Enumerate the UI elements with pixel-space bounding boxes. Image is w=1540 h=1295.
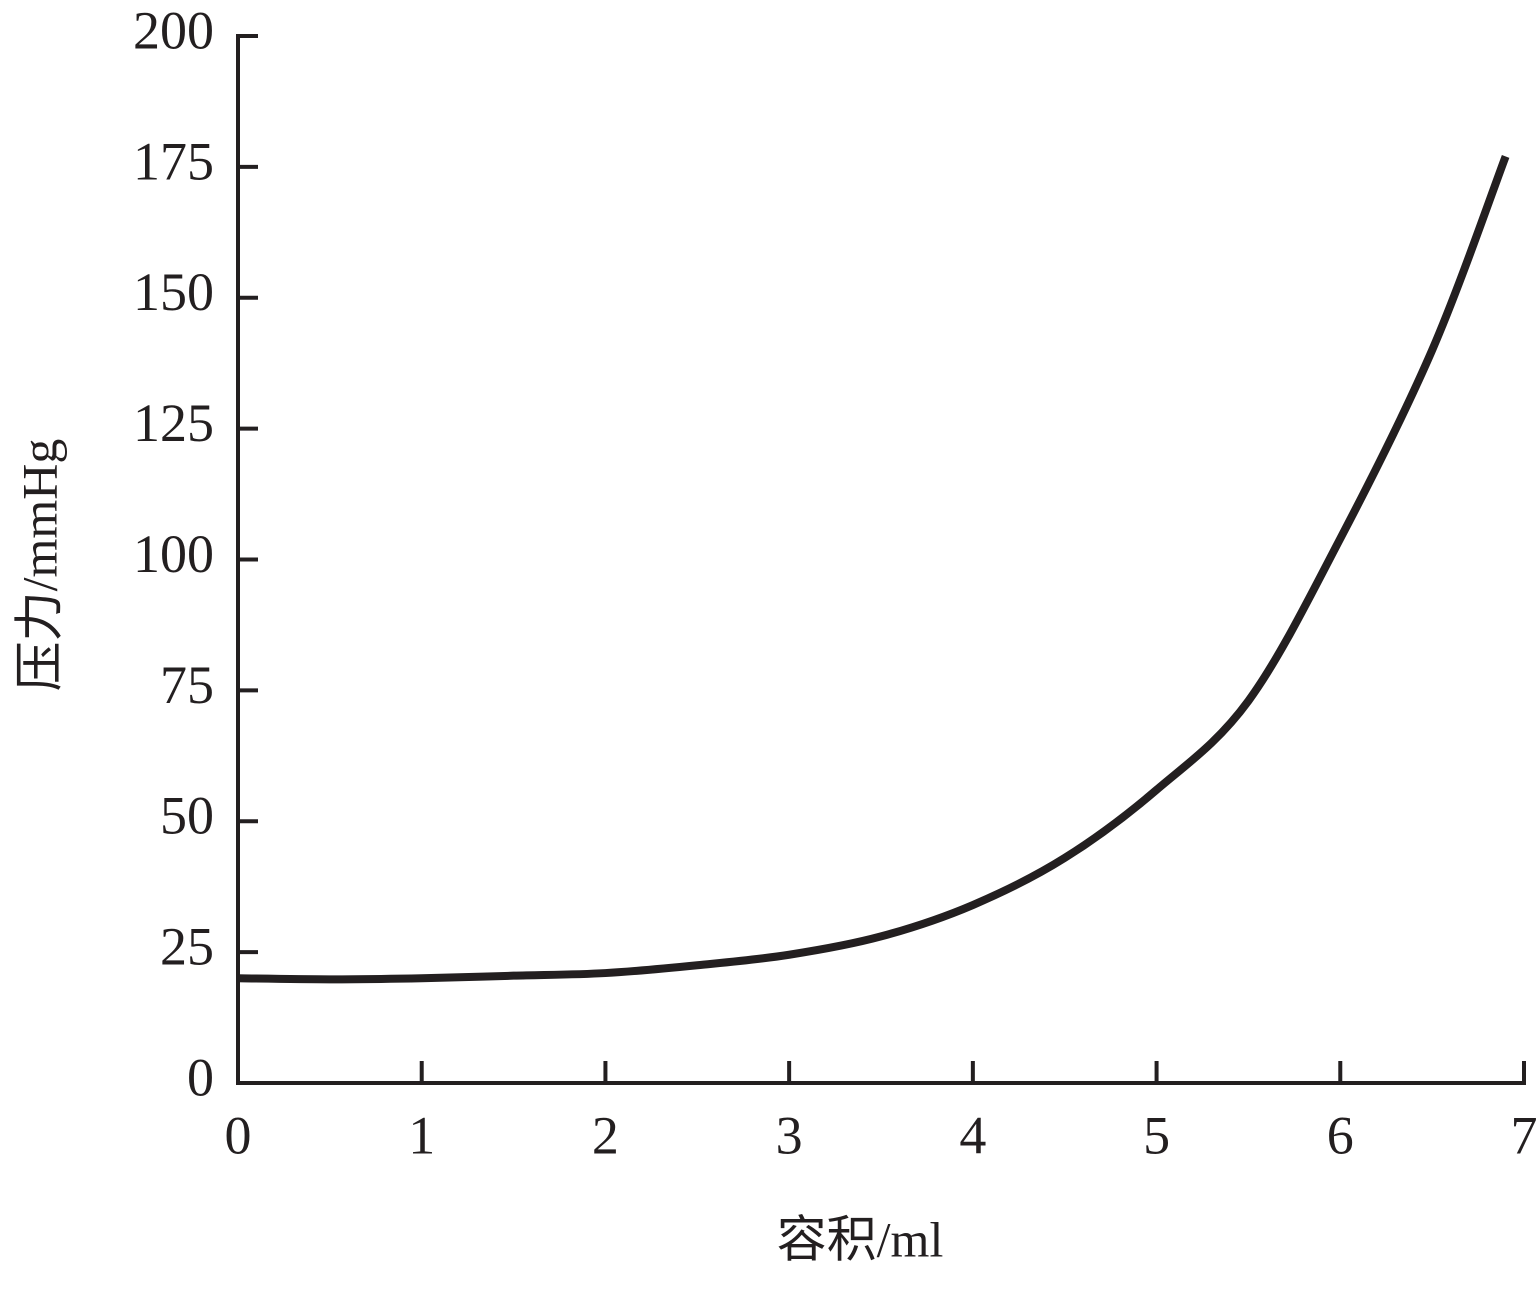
x-tick-label: 0 — [225, 1105, 252, 1165]
data-line — [237, 154, 1510, 984]
y-tick-label: 100 — [133, 524, 214, 584]
y-axis-title: 压力/mmHg — [11, 439, 67, 692]
y-tick-label: 200 — [133, 0, 214, 60]
y-tick-label: 50 — [160, 786, 214, 846]
y-tick-label: 175 — [133, 131, 214, 191]
x-tick-label: 6 — [1327, 1105, 1354, 1165]
x-axis-title: 容积/ml — [777, 1211, 944, 1267]
x-tick-label: 5 — [1143, 1105, 1170, 1165]
y-tick-label: 75 — [160, 655, 214, 715]
x-tick-label: 7 — [1511, 1105, 1538, 1165]
y-tick-label: 125 — [133, 393, 214, 453]
y-tick-label: 150 — [133, 262, 214, 322]
x-tick-label: 2 — [592, 1105, 619, 1165]
y-tick-label: 0 — [187, 1047, 214, 1107]
x-tick-label: 4 — [959, 1105, 986, 1165]
x-tick-label: 3 — [776, 1105, 803, 1165]
y-tick-label: 25 — [160, 917, 214, 977]
x-tick-label: 1 — [408, 1105, 435, 1165]
